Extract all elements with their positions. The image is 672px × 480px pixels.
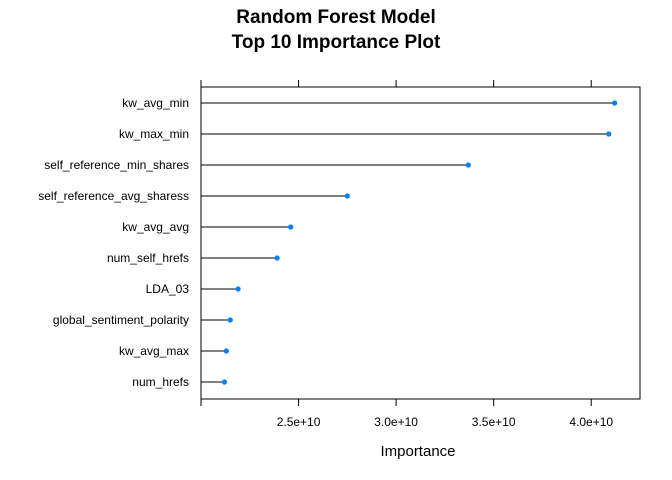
importance-point	[235, 286, 241, 292]
category-label: self_reference_avg_sharess	[38, 189, 189, 203]
category-label: kw_avg_min	[122, 96, 189, 110]
importance-point	[223, 348, 229, 354]
category-label: self_reference_min_shares	[44, 158, 189, 172]
importance-point	[465, 162, 471, 168]
importance-point	[612, 100, 618, 106]
importance-point	[227, 317, 233, 323]
data-marks	[201, 100, 618, 385]
importance-point	[606, 131, 612, 137]
category-labels: kw_avg_min kw_max_min self_reference_min_s…	[38, 96, 189, 389]
top-axis-ticks	[200, 80, 592, 87]
x-tick-label: 3.5e+10	[472, 415, 516, 429]
x-axis-title: Importance	[380, 443, 455, 460]
importance-point	[344, 193, 350, 199]
x-tick-label: 3.0e+10	[374, 415, 418, 429]
category-label: kw_avg_max	[119, 344, 189, 358]
x-tick-label: 2.5e+10	[277, 415, 321, 429]
bottom-axis-ticks: 2.5e+10 3.0e+10 3.5e+10 4.0e+10	[200, 399, 613, 429]
chart-title: Random Forest Model	[236, 7, 436, 28]
importance-point	[288, 224, 294, 230]
x-tick-label: 4.0e+10	[569, 415, 613, 429]
category-label: LDA_03	[146, 282, 190, 296]
category-label: global_sentiment_polarity	[53, 313, 189, 327]
category-label: kw_max_min	[119, 127, 189, 141]
category-label: num_self_hrefs	[107, 251, 189, 265]
plot-frame	[200, 86, 641, 400]
chart-subtitle: Top 10 Importance Plot	[232, 32, 441, 53]
importance-point	[274, 255, 280, 261]
category-label: num_hrefs	[132, 375, 189, 389]
importance-point	[221, 379, 228, 385]
category-label: kw_avg_avg	[122, 220, 189, 234]
